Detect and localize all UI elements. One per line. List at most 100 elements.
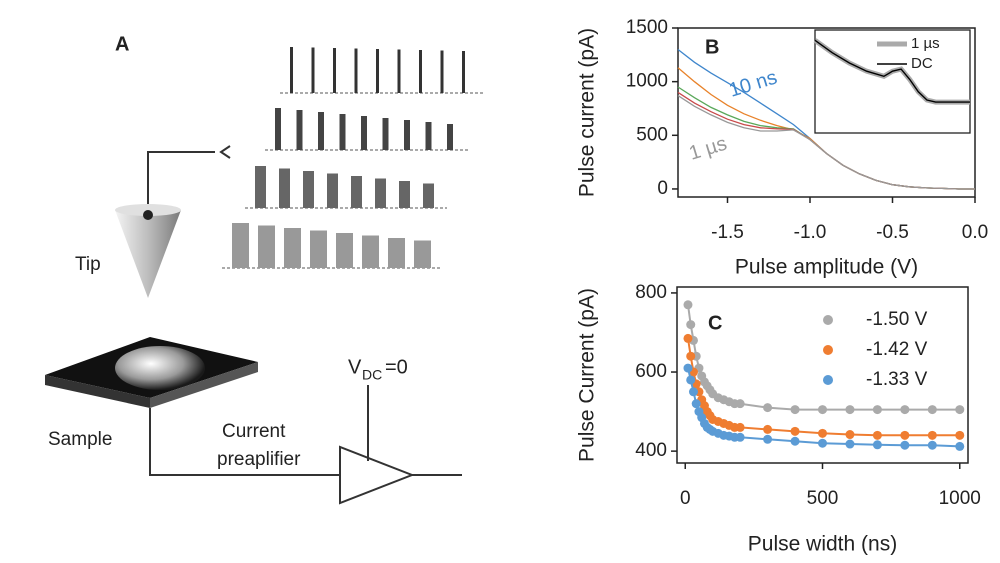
x-tick-label: 0.0 xyxy=(962,222,988,243)
pulse xyxy=(333,48,336,93)
x-tick-label: -1.5 xyxy=(711,222,744,243)
x-tick-label: -0.5 xyxy=(876,222,909,243)
data-point xyxy=(845,405,855,415)
legend-marker xyxy=(823,315,833,325)
pulse xyxy=(279,168,290,208)
legend-label: -1.50 V xyxy=(866,309,928,330)
pulse xyxy=(311,47,315,93)
data-point xyxy=(683,300,693,310)
panel-label: C xyxy=(708,312,722,334)
bias-subscript: DC xyxy=(362,367,382,383)
tip-label: Tip xyxy=(75,254,101,275)
pulse xyxy=(284,228,301,268)
data-point xyxy=(900,405,910,415)
data-point xyxy=(927,430,937,440)
pulse xyxy=(399,181,410,208)
y-tick-label: 800 xyxy=(635,282,667,303)
pulse xyxy=(423,183,434,208)
sample-label: Sample xyxy=(48,429,112,450)
y-axis-title: Pulse Current (pA) xyxy=(576,288,599,462)
pulse xyxy=(388,238,405,268)
pulse xyxy=(362,235,379,268)
sample-side xyxy=(45,375,150,408)
schematic: A Tip Sample V DC =0 Current preaplifier xyxy=(45,33,462,505)
pulse xyxy=(376,49,379,93)
pulse xyxy=(290,47,293,93)
data-point xyxy=(818,405,827,415)
pulse xyxy=(296,110,303,150)
data-point xyxy=(955,441,965,451)
data-point xyxy=(818,428,827,438)
pulse xyxy=(419,50,422,93)
pulse xyxy=(275,108,281,150)
pulse xyxy=(258,225,275,268)
y-tick-label: 1500 xyxy=(626,17,668,38)
pulse xyxy=(232,223,249,268)
data-point xyxy=(900,430,910,440)
series-line xyxy=(677,95,975,190)
plot-frame xyxy=(677,27,976,198)
y-tick-label: 600 xyxy=(635,361,667,382)
legend-label: -1.33 V xyxy=(866,369,928,390)
pulse xyxy=(336,233,353,268)
panel-label: B xyxy=(705,36,719,58)
x-tick-label: 1000 xyxy=(939,488,981,509)
data-point xyxy=(763,434,773,444)
data-point xyxy=(763,403,773,413)
y-tick-label: 0 xyxy=(657,178,668,199)
data-point xyxy=(735,399,745,409)
tip-contact xyxy=(143,210,153,220)
pulse xyxy=(375,178,386,208)
pulse xyxy=(303,171,314,208)
y-axis-title: Pulse current (pA) xyxy=(576,28,599,197)
feed-line xyxy=(147,151,215,215)
data-point xyxy=(927,440,937,450)
legend-marker xyxy=(823,345,833,355)
y-tick-label: 400 xyxy=(635,440,667,461)
wire xyxy=(149,408,340,476)
data-point xyxy=(955,405,965,415)
data-point xyxy=(683,363,693,373)
pulse xyxy=(318,112,324,150)
data-point xyxy=(872,405,882,415)
amplifier xyxy=(339,445,415,505)
bias-value: =0 xyxy=(385,356,408,378)
arrow-head xyxy=(219,145,231,159)
legend-label: DC xyxy=(911,55,933,72)
curve-label: 1 µs xyxy=(687,133,730,165)
pulse xyxy=(447,124,453,150)
y-tick-label: 500 xyxy=(636,124,668,145)
x-tick-label: -1.0 xyxy=(794,222,827,243)
data-point xyxy=(790,405,800,415)
data-point xyxy=(735,432,745,442)
x-tick-label: 500 xyxy=(807,488,839,509)
amplifier-label: preaplifier xyxy=(217,449,301,470)
bias-symbol: V xyxy=(348,356,362,378)
data-point xyxy=(818,438,827,448)
pulse xyxy=(414,240,431,268)
legend-label: -1.42 V xyxy=(866,339,928,360)
data-point xyxy=(686,320,696,330)
data-point xyxy=(735,422,745,432)
data-point xyxy=(683,333,693,343)
pulse xyxy=(327,173,338,208)
data-point xyxy=(790,436,800,446)
pulse xyxy=(397,49,401,93)
data-point xyxy=(688,387,698,397)
data-point xyxy=(872,440,882,450)
data-point xyxy=(763,424,773,434)
legend-marker xyxy=(823,375,833,385)
inset-frame xyxy=(814,29,971,134)
inset-line xyxy=(814,39,970,103)
panel-label: A xyxy=(115,33,129,55)
data-point xyxy=(845,430,855,440)
sample-bump xyxy=(115,346,205,390)
data-point xyxy=(686,375,696,385)
pulse xyxy=(354,48,358,93)
data-point xyxy=(927,405,937,415)
pulse xyxy=(361,116,367,150)
pulse xyxy=(425,122,432,150)
data-point xyxy=(900,440,910,450)
data-point xyxy=(845,439,855,449)
